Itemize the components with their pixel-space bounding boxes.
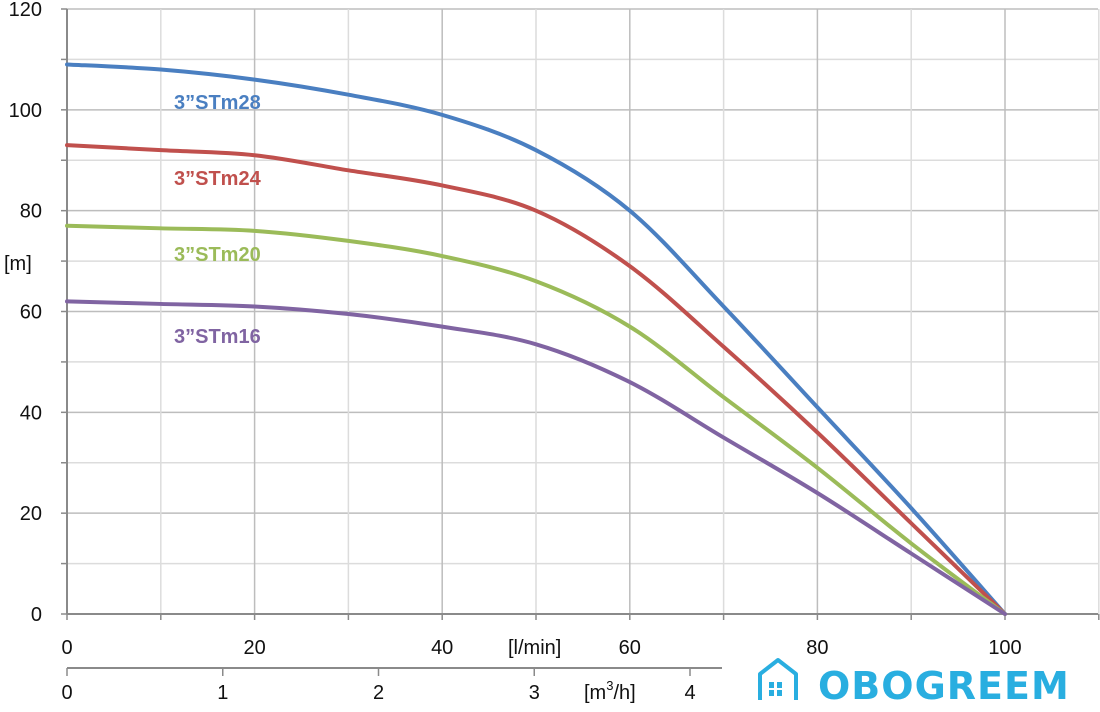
y-tick-label: 20 (20, 503, 42, 525)
x2-tick-label: 4 (684, 682, 695, 704)
x-tick-labels: 0 20 40 60 80 100 (61, 637, 1021, 659)
logo-text: OBOGREEM (818, 664, 1070, 708)
x2-axis-label-sup: 3 (606, 678, 613, 693)
axes (61, 8, 1100, 676)
y-tick-label: 0 (31, 604, 42, 626)
x-axis-label: [l/min] (508, 637, 561, 659)
series-lines (65, 62, 1007, 616)
x-tick-label: 80 (806, 637, 828, 659)
x2-tick-label: 1 (217, 682, 228, 704)
y-tick-label: 120 (9, 0, 42, 21)
grid (67, 8, 1100, 615)
y-axis-label: [m] (4, 253, 32, 275)
x-tick-label: 60 (619, 637, 641, 659)
y-tick-label: 100 (9, 100, 42, 122)
series-line-1 (65, 62, 1007, 616)
y-tick-labels: 0 20 40 60 80 100 120 (9, 0, 42, 626)
x2-tick-label: 2 (373, 682, 384, 704)
series-label-3: 3”STm20 (174, 244, 261, 266)
x2-tick-label: 0 (61, 682, 72, 704)
x2-tick-label: 3 (529, 682, 540, 704)
series-label-2: 3”STm24 (174, 168, 262, 190)
series-labels: 3”STm28 3”STm24 3”STm20 3”STm16 (174, 92, 262, 348)
logo: OBOGREEM (758, 658, 1070, 708)
x-tick-label: 20 (243, 637, 265, 659)
series-label-1: 3”STm28 (174, 92, 261, 114)
x2-tick-labels: 0 1 2 3 4 (61, 682, 695, 704)
x2-axis-label-end: /h] (613, 682, 635, 704)
y-tick-label: 80 (20, 201, 42, 223)
series-label-4: 3”STm16 (174, 326, 261, 348)
series-line-2 (65, 143, 1007, 616)
y-tick-label: 40 (20, 402, 42, 424)
x2-axis-label: [m3/h] (584, 678, 636, 704)
series-line-3 (65, 223, 1007, 616)
x-tick-label: 40 (431, 637, 453, 659)
y-tick-label: 60 (20, 302, 42, 324)
x-tick-label: 100 (988, 637, 1021, 659)
x-tick-label: 0 (61, 637, 72, 659)
series-line-4 (65, 299, 1007, 616)
x2-axis-label-main: [m (584, 682, 606, 704)
house-icon (758, 658, 798, 700)
